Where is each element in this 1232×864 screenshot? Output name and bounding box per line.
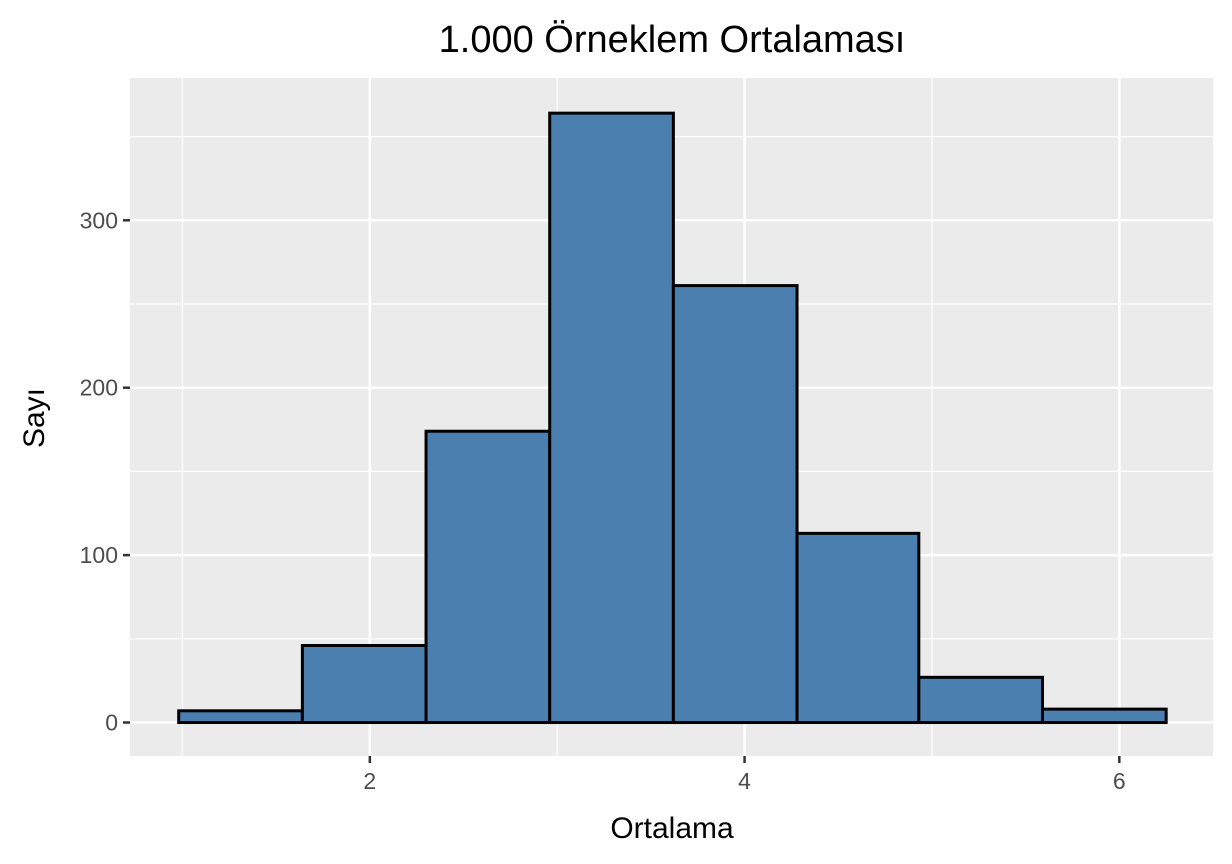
- bars: [177, 111, 1168, 725]
- axis-ticks: 2 4 6 0 100 200 300: [80, 207, 1126, 794]
- x-tick-label: 4: [738, 768, 751, 794]
- histogram-bar: [917, 675, 1044, 725]
- histogram-bar: [424, 429, 552, 725]
- histogram-bar: [671, 284, 799, 725]
- histogram-bar: [1040, 707, 1168, 725]
- histogram-bar: [795, 531, 921, 725]
- y-tick-label: 0: [105, 710, 118, 736]
- y-tick-label: 100: [80, 542, 118, 568]
- x-tick-label: 2: [363, 768, 376, 794]
- histogram-bar: [300, 644, 428, 725]
- histogram-bar: [177, 709, 304, 725]
- x-tick-label: 6: [1113, 768, 1126, 794]
- y-tick-label: 200: [80, 375, 118, 401]
- y-axis-label: Sayı: [18, 388, 51, 448]
- histogram-bar: [548, 111, 675, 725]
- y-tick-label: 300: [80, 207, 118, 233]
- x-axis-label: Ortalama: [610, 812, 734, 845]
- chart-title: 1.000 Örneklem Ortalaması: [439, 19, 906, 61]
